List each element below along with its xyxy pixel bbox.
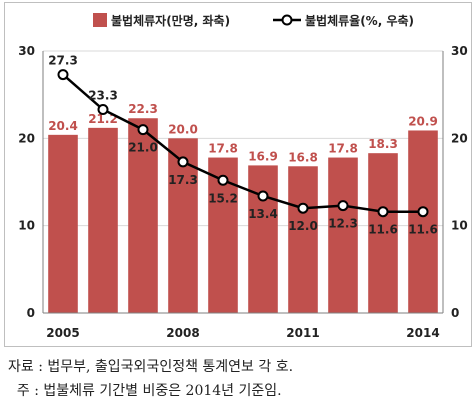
line-marker bbox=[177, 156, 189, 168]
bar-value-label: 20.0 bbox=[168, 122, 198, 136]
y-right-tick-label: 20 bbox=[451, 131, 468, 145]
x-tick-label: 2008 bbox=[166, 326, 199, 340]
bar-value-label: 17.8 bbox=[328, 142, 358, 156]
line-value-label: 12.0 bbox=[288, 219, 318, 233]
bar-value-label: 16.9 bbox=[248, 149, 278, 163]
bar bbox=[48, 134, 78, 313]
line-value-label: 21.0 bbox=[128, 141, 158, 155]
bar-value-label: 20.4 bbox=[48, 119, 78, 133]
line-data-labels: 27.3 23.3 21.0 17.3 15.2 13.4 12.0 12.3 11.6 11.6 bbox=[48, 54, 438, 237]
y-right-tick-label: 30 bbox=[451, 44, 468, 58]
bar bbox=[328, 157, 358, 313]
source-note: 자료 : 법무부, 출입국외국인정책 통계연보 각 호. bbox=[8, 359, 294, 375]
line-value-label: 23.3 bbox=[88, 89, 118, 103]
line-series bbox=[57, 69, 429, 218]
bar bbox=[368, 153, 398, 313]
bar-value-label: 18.3 bbox=[368, 137, 398, 151]
legend-label-bar: 불법체류자(만명, 좌축) bbox=[111, 13, 230, 28]
line-marker bbox=[97, 104, 109, 116]
combo-chart: 20.4 21.2 22.3 20.0 17.8 16.9 16.8 17.8 18.3 20.9… bbox=[18, 13, 468, 340]
bar-value-label: 21.2 bbox=[88, 112, 118, 126]
line-marker bbox=[297, 202, 309, 214]
legend: 불법체류자(만명, 좌축) 불법체류율(%, 우축) bbox=[93, 13, 414, 28]
y-left-tick-label: 0 bbox=[27, 306, 35, 320]
line-value-label: 11.6 bbox=[408, 223, 438, 237]
bar-value-label: 17.8 bbox=[208, 142, 238, 156]
y-right-tick-label: 0 bbox=[451, 306, 459, 320]
x-tick-label: 2005 bbox=[46, 326, 79, 340]
bar-data-labels: 20.4 21.2 22.3 20.0 17.8 16.9 16.8 17.8 18.3 20.9 bbox=[48, 102, 438, 164]
line-marker bbox=[257, 190, 269, 202]
y-left-tick-label: 10 bbox=[18, 219, 35, 233]
legend-label-line: 불법체류율(%, 우축) bbox=[305, 13, 414, 28]
line-marker bbox=[377, 206, 389, 218]
bar bbox=[248, 165, 278, 313]
line-marker bbox=[137, 124, 149, 136]
y-left-tick-label: 20 bbox=[18, 131, 35, 145]
axes: 0 10 20 30 0 10 20 30 2005 2008 2011 2014 bbox=[18, 44, 467, 340]
line-marker bbox=[337, 200, 349, 212]
x-tick-label: 2011 bbox=[286, 326, 319, 340]
bar bbox=[128, 118, 158, 313]
bar bbox=[288, 166, 318, 313]
bar-series bbox=[48, 118, 438, 313]
bar-value-label: 16.8 bbox=[288, 150, 318, 164]
y-left-tick-label: 30 bbox=[18, 44, 35, 58]
y-right-tick-label: 10 bbox=[451, 219, 468, 233]
line-path bbox=[62, 73, 423, 213]
line-marker bbox=[57, 69, 69, 81]
chart-frame: 20.4 21.2 22.3 20.0 17.8 16.9 16.8 17.8 18.3 20.9… bbox=[4, 2, 472, 347]
bar bbox=[408, 130, 438, 313]
line-value-label: 12.3 bbox=[328, 217, 358, 231]
footnote: 주 : 법불체류 기간별 비중은 2014년 기준임. bbox=[8, 383, 282, 399]
bar-value-label: 20.9 bbox=[408, 114, 438, 128]
bar bbox=[88, 127, 118, 313]
legend-swatch-marker bbox=[281, 14, 293, 26]
line-value-label: 17.3 bbox=[168, 173, 198, 187]
x-tick-label: 2014 bbox=[406, 326, 439, 340]
line-value-label: 15.2 bbox=[208, 191, 238, 205]
line-value-label: 13.4 bbox=[248, 207, 278, 221]
bar-value-label: 22.3 bbox=[128, 102, 158, 116]
line-marker bbox=[417, 206, 429, 218]
line-value-label: 27.3 bbox=[48, 54, 78, 68]
line-marker bbox=[217, 174, 229, 186]
legend-swatch-bar bbox=[93, 13, 107, 27]
line-value-label: 11.6 bbox=[368, 223, 398, 237]
